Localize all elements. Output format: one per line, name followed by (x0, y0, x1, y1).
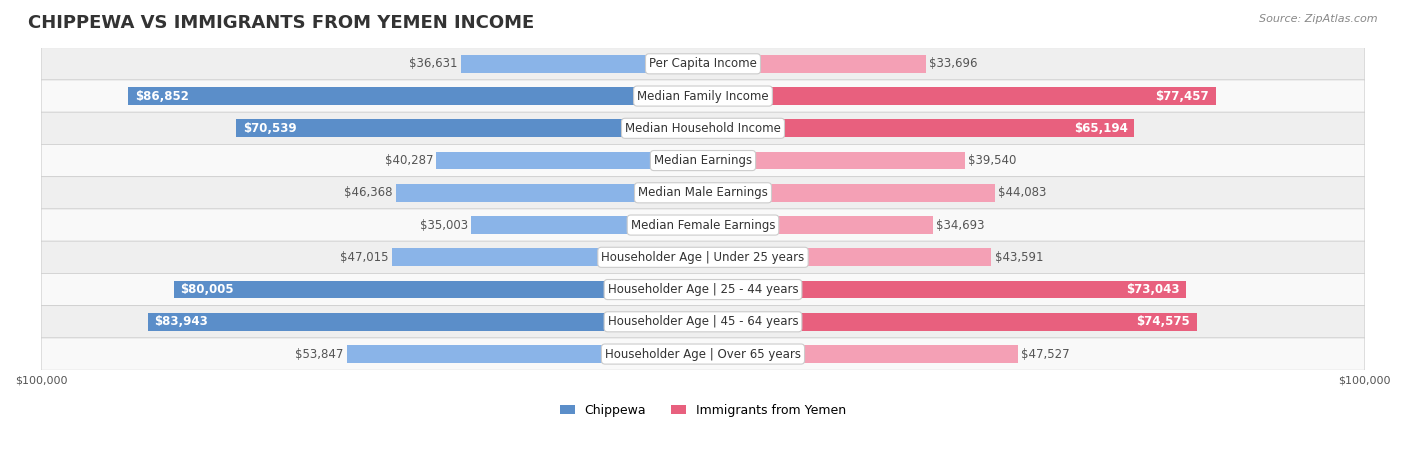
Text: Source: ZipAtlas.com: Source: ZipAtlas.com (1260, 14, 1378, 24)
Bar (396, 184, 703, 202)
Bar (703, 120, 1135, 137)
Text: $53,847: $53,847 (295, 347, 343, 361)
Text: $70,539: $70,539 (243, 122, 297, 135)
Bar (471, 216, 703, 234)
Bar (703, 345, 1018, 363)
Text: Per Capita Income: Per Capita Income (650, 57, 756, 71)
Bar (703, 184, 994, 202)
Bar (461, 55, 703, 73)
Text: $80,005: $80,005 (180, 283, 233, 296)
FancyBboxPatch shape (41, 144, 1365, 177)
Text: CHIPPEWA VS IMMIGRANTS FROM YEMEN INCOME: CHIPPEWA VS IMMIGRANTS FROM YEMEN INCOME (28, 14, 534, 32)
Text: $35,003: $35,003 (420, 219, 468, 232)
Bar (703, 313, 1197, 331)
Bar (703, 281, 1187, 298)
Bar (128, 87, 703, 105)
Text: Householder Age | Over 65 years: Householder Age | Over 65 years (605, 347, 801, 361)
Text: $33,696: $33,696 (929, 57, 977, 71)
Text: $83,943: $83,943 (155, 315, 208, 328)
Legend: Chippewa, Immigrants from Yemen: Chippewa, Immigrants from Yemen (554, 399, 852, 422)
Text: Median Household Income: Median Household Income (626, 122, 780, 135)
Bar (347, 345, 703, 363)
Text: $86,852: $86,852 (135, 90, 188, 103)
Text: $73,043: $73,043 (1126, 283, 1180, 296)
Text: $43,591: $43,591 (995, 251, 1043, 264)
FancyBboxPatch shape (41, 241, 1365, 274)
Bar (703, 248, 991, 266)
Bar (236, 120, 703, 137)
FancyBboxPatch shape (41, 209, 1365, 241)
FancyBboxPatch shape (41, 48, 1365, 80)
Bar (148, 313, 703, 331)
Text: $77,457: $77,457 (1156, 90, 1209, 103)
Text: $65,194: $65,194 (1074, 122, 1128, 135)
Bar (703, 216, 932, 234)
Text: $46,368: $46,368 (344, 186, 392, 199)
Text: $47,527: $47,527 (1021, 347, 1070, 361)
Text: Householder Age | 25 - 44 years: Householder Age | 25 - 44 years (607, 283, 799, 296)
Text: Median Male Earnings: Median Male Earnings (638, 186, 768, 199)
Text: $36,631: $36,631 (409, 57, 457, 71)
FancyBboxPatch shape (41, 338, 1365, 370)
Bar (436, 152, 703, 170)
Text: $34,693: $34,693 (936, 219, 984, 232)
Text: $40,287: $40,287 (385, 154, 433, 167)
Text: $39,540: $39,540 (967, 154, 1017, 167)
FancyBboxPatch shape (41, 274, 1365, 306)
Bar (703, 55, 927, 73)
Bar (173, 281, 703, 298)
Text: $47,015: $47,015 (340, 251, 388, 264)
Text: Median Earnings: Median Earnings (654, 154, 752, 167)
FancyBboxPatch shape (41, 80, 1365, 112)
Text: $74,575: $74,575 (1136, 315, 1189, 328)
Bar (703, 152, 965, 170)
FancyBboxPatch shape (41, 112, 1365, 144)
Text: Householder Age | 45 - 64 years: Householder Age | 45 - 64 years (607, 315, 799, 328)
Bar (703, 87, 1216, 105)
FancyBboxPatch shape (41, 177, 1365, 209)
Text: Median Family Income: Median Family Income (637, 90, 769, 103)
Text: Householder Age | Under 25 years: Householder Age | Under 25 years (602, 251, 804, 264)
Bar (392, 248, 703, 266)
Text: $44,083: $44,083 (998, 186, 1046, 199)
FancyBboxPatch shape (41, 306, 1365, 338)
Text: Median Female Earnings: Median Female Earnings (631, 219, 775, 232)
